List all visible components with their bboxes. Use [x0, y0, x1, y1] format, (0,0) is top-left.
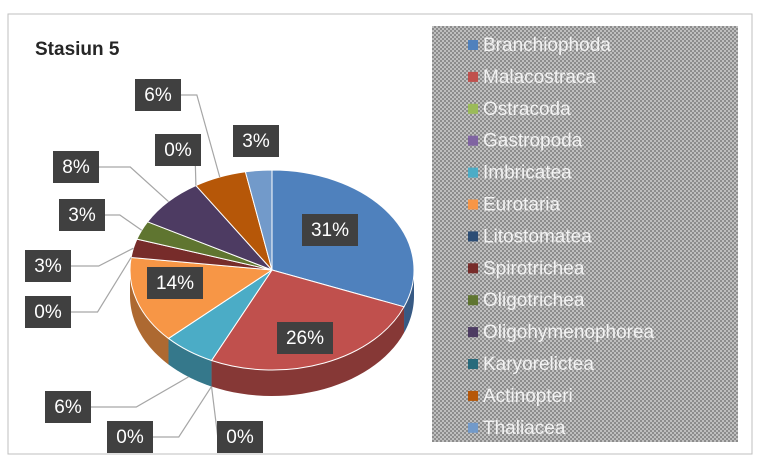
leader-line	[181, 94, 221, 178]
legend-label: Spirotrichea	[483, 258, 585, 279]
legend-swatch	[468, 199, 478, 210]
data-label-box	[25, 296, 71, 328]
legend-swatch	[468, 135, 478, 146]
leader-line	[91, 376, 189, 408]
chart-title: Stasiun 5	[35, 39, 120, 60]
data-label: 14%	[156, 273, 194, 294]
slice-side	[168, 338, 212, 387]
legend-label: Eurotaria	[483, 195, 561, 216]
legend-swatch	[468, 327, 478, 338]
slice	[244, 169, 273, 271]
legend-label: Actinopteri	[483, 386, 573, 407]
leader-line	[71, 257, 132, 313]
data-label-box	[53, 151, 99, 183]
legend-swatch	[468, 390, 478, 401]
legend-swatch	[468, 40, 478, 50]
data-label: 26%	[286, 328, 324, 349]
data-label: 0%	[34, 302, 62, 323]
data-label: 31%	[311, 220, 349, 241]
data-label-box	[107, 421, 153, 453]
legend-label: Oligotrichea	[483, 290, 585, 311]
data-label: 0%	[226, 427, 254, 448]
data-label-box	[277, 322, 333, 354]
legend-swatch	[468, 71, 478, 82]
leader-line	[105, 214, 143, 231]
legend-label: Branchiophoda	[483, 35, 611, 56]
data-label: 8%	[62, 157, 90, 178]
legend-swatch	[468, 422, 478, 433]
leader-line	[71, 247, 134, 267]
slice-side	[211, 306, 405, 396]
leader-line	[99, 166, 169, 202]
legend-swatch	[468, 263, 478, 274]
data-label: 6%	[144, 85, 172, 106]
legend-swatch	[468, 295, 478, 306]
data-label-box	[45, 391, 91, 423]
legend-label: Karyorelictea	[483, 354, 594, 375]
legend-label: Gastropoda	[483, 131, 583, 152]
legend-label: Oligohymenophorea	[483, 322, 655, 343]
slice-side	[130, 270, 169, 365]
data-label-box	[233, 125, 279, 157]
legend-label: Thaliacea	[483, 418, 566, 439]
data-label-box	[302, 214, 358, 246]
data-label-box	[155, 134, 201, 166]
data-label-box	[25, 250, 71, 282]
legend-swatch	[468, 231, 478, 242]
legend-swatch	[468, 359, 478, 369]
data-label-box	[135, 79, 181, 111]
data-label: 0%	[116, 427, 144, 448]
data-label: 0%	[164, 140, 192, 161]
legend-swatch	[468, 167, 478, 178]
data-label: 3%	[242, 131, 270, 152]
legend-label: Ostracoda	[483, 99, 571, 120]
leader-line	[153, 386, 213, 438]
data-label-box	[217, 421, 263, 453]
legend-label: Malacostraca	[483, 67, 596, 88]
legend-label: Imbricatea	[483, 163, 572, 184]
legend-label: Litostomatea	[483, 226, 592, 247]
slice	[210, 269, 405, 371]
data-label-box	[59, 199, 105, 231]
data-label: 3%	[34, 256, 62, 277]
data-label-box	[147, 267, 203, 299]
legend-box	[432, 26, 738, 442]
data-label: 6%	[54, 397, 82, 418]
legend-swatch	[468, 103, 478, 114]
data-label: 3%	[68, 205, 96, 226]
slice-side	[404, 270, 414, 333]
